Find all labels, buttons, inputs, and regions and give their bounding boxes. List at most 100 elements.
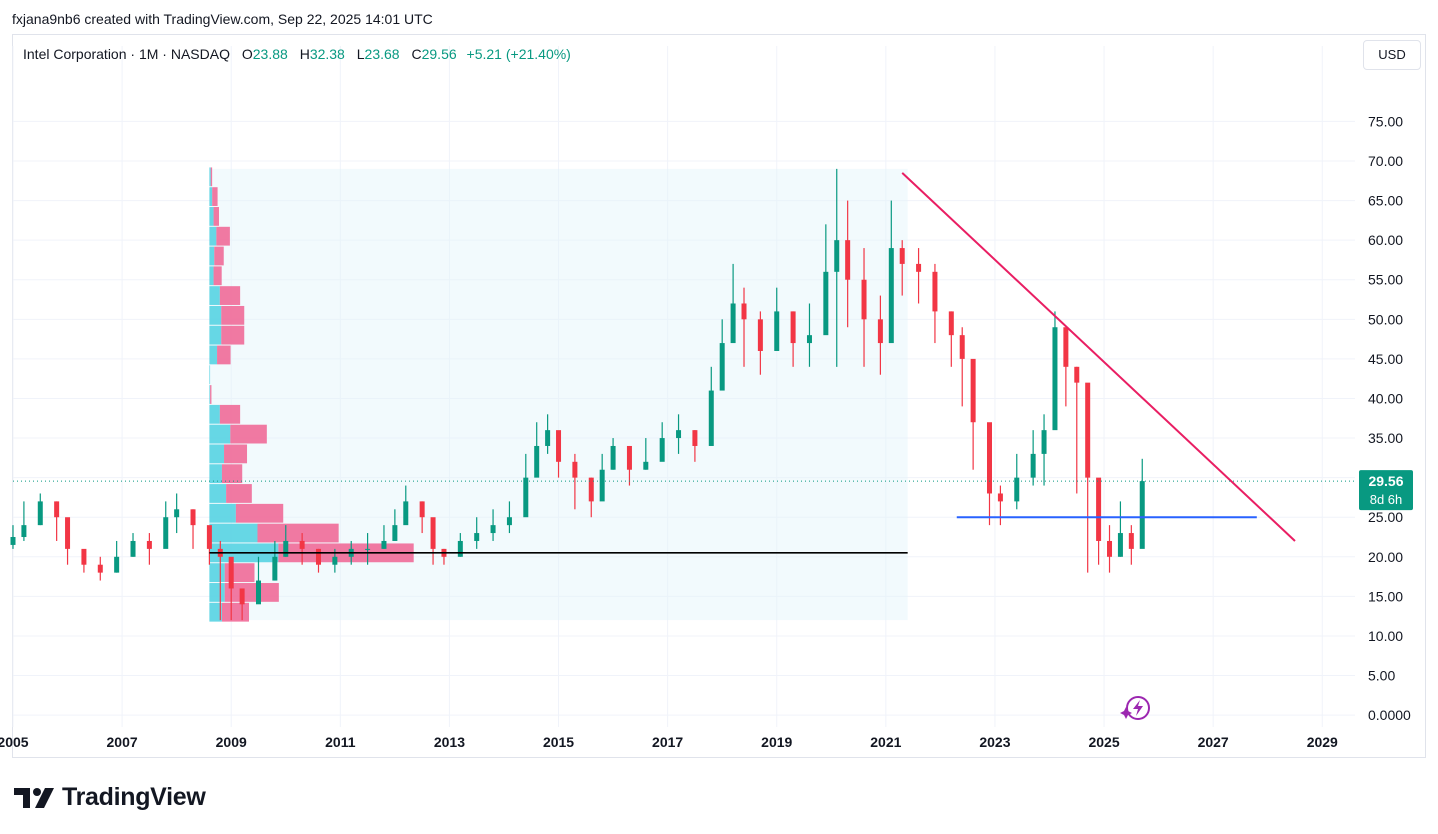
volume-profile-bar-up [209, 226, 217, 246]
candle-body [823, 271, 829, 336]
y-tick-label: 60.00 [1368, 232, 1403, 248]
volume-profile-bar-up [209, 583, 225, 602]
volume-profile-bar-down [221, 602, 249, 622]
tradingview-logo-icon [14, 787, 54, 808]
candle-body [932, 271, 938, 312]
candle-body [365, 548, 371, 550]
candle-body [392, 525, 398, 541]
volume-profile-bar-up [209, 503, 236, 523]
candle-body [1085, 382, 1091, 478]
symbol-legend: Intel Corporation · 1M · NASDAQ O23.88 H… [23, 46, 571, 62]
volume-profile-bar-up [209, 167, 211, 187]
descending-trendline [901, 172, 1296, 542]
candle-body [599, 469, 605, 502]
candle-body [588, 477, 594, 502]
candle-body [239, 588, 245, 605]
y-tick-label: 50.00 [1368, 311, 1403, 327]
candle-body [534, 445, 540, 478]
volume-profile-bar-up [209, 444, 225, 464]
x-tick-label: 2007 [107, 734, 138, 750]
candle-body [403, 501, 409, 526]
volume-profile-bar-down [224, 583, 279, 602]
candle-body [959, 335, 965, 359]
candle-body [692, 430, 698, 446]
y-tick-label: 10.00 [1368, 628, 1403, 644]
candle-body [556, 430, 562, 462]
candle-body [1128, 533, 1134, 549]
volume-profile-bar-down [257, 523, 339, 543]
candle-body [206, 525, 212, 549]
legend-open-label: O [241, 46, 253, 62]
candle-body [54, 501, 60, 518]
candle-body [899, 248, 905, 264]
volume-profile-bar-down [210, 167, 213, 187]
candle-body [81, 548, 87, 565]
volume-profile-bar-down [216, 226, 230, 246]
candle-body [130, 540, 136, 557]
legend-close-label: C [411, 46, 422, 62]
legend-change: +5.21 (+21.40%) [466, 46, 571, 62]
volume-profile-bar-up [209, 365, 211, 385]
candle-body [708, 390, 714, 446]
price-badge [1359, 470, 1413, 511]
candle-body [774, 311, 780, 351]
volume-profile-bar-up [209, 424, 231, 444]
candle-body [741, 303, 747, 320]
candle-body [1096, 477, 1102, 541]
candle-body [861, 279, 867, 320]
x-tick-label: 2029 [1307, 734, 1338, 750]
volume-profile-bar-down [221, 305, 245, 325]
legend-low-value: 23.68 [364, 46, 400, 62]
volume-profile-bar-down [226, 484, 252, 503]
volume-profile-bar-up [209, 484, 227, 503]
candle-body [97, 564, 103, 573]
candle-body [916, 263, 922, 272]
y-tick-label: 40.00 [1368, 390, 1403, 406]
price-badge-countdown: 8d 6h [1370, 492, 1403, 507]
candle-body [315, 548, 321, 565]
x-tick-label: 2021 [870, 734, 901, 750]
candle-body [419, 501, 425, 518]
candle-body [255, 580, 261, 605]
candle-body [1139, 481, 1145, 549]
candle-body [332, 556, 338, 565]
y-tick-label: 25.00 [1368, 509, 1403, 525]
x-tick-label: 2015 [543, 734, 574, 750]
candle-body [719, 343, 725, 391]
y-tick-label: 55.00 [1368, 272, 1403, 288]
volume-profile-bar-down [219, 286, 241, 305]
candle-body [845, 240, 851, 280]
lightning-icon-bolt [1133, 700, 1143, 716]
candle-body [474, 533, 480, 541]
candle-body [283, 540, 289, 557]
lightning-icon[interactable] [1120, 696, 1150, 720]
candle-body [174, 509, 180, 518]
candle-body [10, 537, 16, 545]
candle-body [545, 430, 551, 446]
x-tick-label: 2019 [761, 734, 792, 750]
candle-body [806, 335, 812, 344]
legend-open-value: 23.88 [252, 46, 288, 62]
candle-body [1107, 540, 1113, 557]
y-tick-label: 65.00 [1368, 193, 1403, 209]
candle-body [626, 445, 632, 470]
candle-body [381, 540, 387, 549]
legend-symbol-title[interactable]: Intel Corporation · 1M · NASDAQ [23, 46, 230, 62]
volume-profile-bar-up [209, 266, 214, 286]
volume-profile-bar-up [209, 345, 218, 365]
x-tick-label: 2009 [216, 734, 247, 750]
chart-caption: fxjana9nb6 created with TradingView.com,… [12, 11, 433, 27]
y-tick-label: 5.00 [1368, 668, 1395, 684]
volume-profile-bar-down [221, 325, 245, 345]
currency-button[interactable]: USD [1363, 40, 1421, 70]
volume-profile-bar-up [209, 385, 211, 404]
candle-body [146, 540, 152, 549]
tradingview-logo[interactable]: TradingView [14, 783, 206, 812]
volume-profile-bar-down [214, 246, 224, 266]
x-tick-label: 2025 [1088, 734, 1119, 750]
y-tick-label: 20.00 [1368, 549, 1403, 565]
candle-body [1117, 533, 1123, 557]
volume-profile-bar-down [217, 345, 231, 365]
candle-body [877, 319, 883, 344]
